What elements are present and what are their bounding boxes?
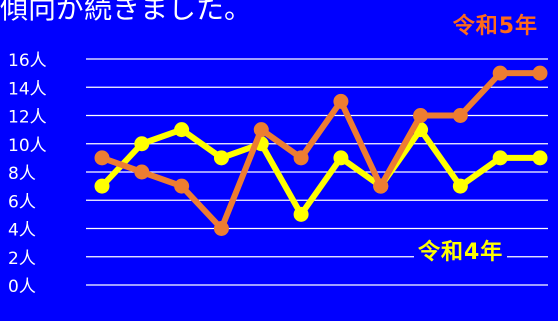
data-point bbox=[492, 65, 508, 81]
data-point bbox=[373, 178, 389, 194]
series-line bbox=[100, 70, 540, 232]
series-1 bbox=[94, 122, 548, 222]
legend-series-2022: 令和4年 bbox=[414, 234, 508, 266]
data-point bbox=[293, 206, 309, 222]
data-point bbox=[452, 178, 468, 194]
data-point bbox=[94, 150, 110, 166]
data-point bbox=[253, 122, 269, 138]
y-tick-label: 16人 bbox=[8, 51, 47, 71]
header-caption: 傾向が続きました。 bbox=[0, 0, 253, 25]
data-point bbox=[134, 164, 150, 180]
legend-series-2023: 令和5年 bbox=[452, 14, 538, 39]
y-tick-label: 6人 bbox=[8, 192, 36, 212]
data-point bbox=[532, 150, 548, 166]
series-layer bbox=[94, 65, 548, 236]
data-point bbox=[333, 93, 349, 109]
data-point bbox=[134, 136, 150, 152]
y-axis-ticks: 0人 2人 4人 6人 8人 10人 12人 14人 16人 bbox=[8, 51, 47, 297]
data-point bbox=[213, 221, 229, 236]
series-2 bbox=[94, 65, 548, 236]
data-point bbox=[452, 108, 468, 123]
data-point bbox=[413, 108, 429, 123]
data-point bbox=[174, 122, 190, 138]
data-point bbox=[213, 150, 229, 166]
y-tick-label: 0人 bbox=[8, 277, 36, 297]
data-point bbox=[492, 150, 508, 166]
grid-lines bbox=[86, 58, 548, 286]
y-tick-label: 14人 bbox=[8, 79, 47, 99]
y-tick-label: 4人 bbox=[8, 221, 36, 241]
data-point bbox=[293, 150, 309, 166]
data-point bbox=[532, 65, 548, 81]
data-point bbox=[174, 178, 190, 194]
y-tick-label: 12人 bbox=[8, 108, 47, 128]
y-tick-label: 10人 bbox=[8, 136, 47, 156]
data-point bbox=[333, 150, 349, 166]
data-point bbox=[94, 178, 110, 194]
y-tick-label: 2人 bbox=[8, 249, 36, 269]
y-tick-label: 8人 bbox=[8, 164, 36, 184]
